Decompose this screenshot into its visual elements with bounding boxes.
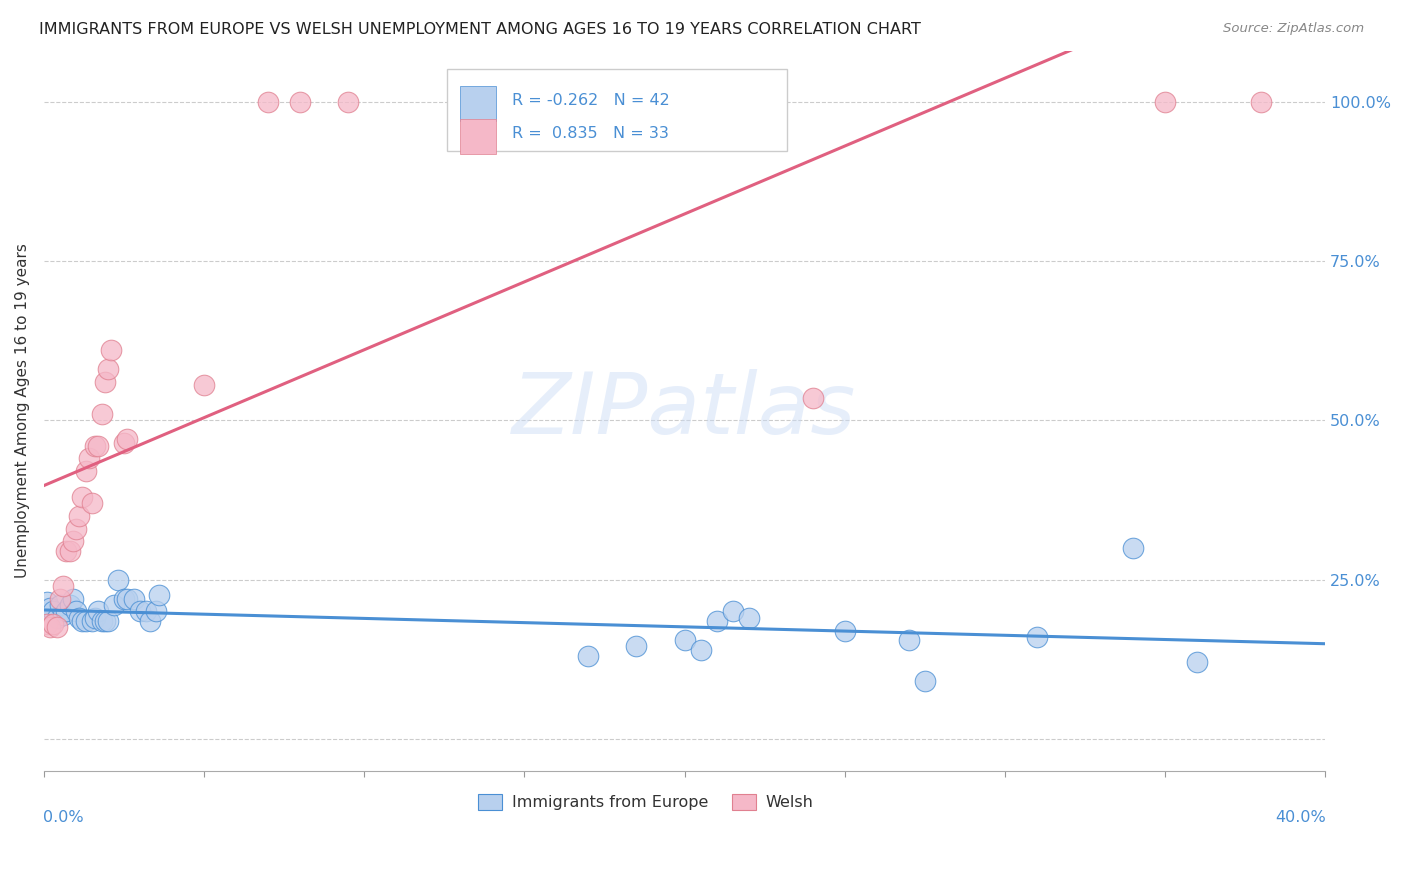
Point	[77, 451, 100, 466]
Point	[449, 95, 471, 109]
Point	[337, 95, 360, 109]
Point	[1122, 541, 1144, 555]
Point	[112, 591, 135, 606]
Point	[39, 620, 62, 634]
Point	[49, 591, 72, 606]
Point	[801, 391, 824, 405]
Point	[138, 614, 160, 628]
Text: 40.0%: 40.0%	[1275, 810, 1326, 825]
Point	[1185, 656, 1208, 670]
Point	[67, 508, 90, 523]
Point	[65, 522, 87, 536]
Point	[75, 614, 97, 628]
Point	[65, 604, 87, 618]
Point	[52, 579, 75, 593]
Point	[193, 378, 215, 392]
Point	[148, 589, 170, 603]
Point	[62, 591, 84, 606]
Point	[80, 496, 103, 510]
Text: R =  0.835   N = 33: R = 0.835 N = 33	[512, 126, 668, 141]
Point	[145, 604, 167, 618]
Point	[107, 573, 129, 587]
Point	[67, 611, 90, 625]
Y-axis label: Unemployment Among Ages 16 to 19 years: Unemployment Among Ages 16 to 19 years	[15, 244, 30, 578]
Point	[45, 620, 67, 634]
Point	[72, 490, 94, 504]
Text: 0.0%: 0.0%	[42, 810, 83, 825]
Text: R = -0.262   N = 42: R = -0.262 N = 42	[512, 93, 669, 108]
Point	[80, 614, 103, 628]
Point	[1025, 630, 1047, 644]
Point	[115, 591, 138, 606]
Point	[706, 95, 728, 109]
Point	[45, 611, 67, 625]
FancyBboxPatch shape	[460, 87, 496, 120]
Point	[673, 95, 696, 109]
Point	[35, 595, 58, 609]
Point	[42, 604, 65, 618]
FancyBboxPatch shape	[460, 120, 496, 153]
Point	[112, 435, 135, 450]
Point	[626, 640, 648, 654]
Point	[49, 598, 72, 612]
Point	[35, 617, 58, 632]
Point	[129, 604, 152, 618]
Point	[706, 614, 728, 628]
Point	[90, 614, 112, 628]
Point	[94, 375, 117, 389]
Point	[55, 604, 77, 618]
Point	[288, 95, 311, 109]
Point	[39, 601, 62, 615]
Point	[1154, 95, 1177, 109]
Point	[834, 624, 856, 638]
Point	[897, 633, 920, 648]
Point	[62, 534, 84, 549]
Point	[115, 433, 138, 447]
Point	[97, 614, 120, 628]
Point	[42, 617, 65, 632]
Point	[87, 439, 110, 453]
Point	[721, 604, 744, 618]
Point	[90, 407, 112, 421]
Point	[58, 544, 80, 558]
Point	[84, 439, 107, 453]
Point	[257, 95, 280, 109]
Point	[578, 648, 600, 663]
Point	[52, 607, 75, 622]
FancyBboxPatch shape	[447, 69, 787, 152]
Point	[58, 598, 80, 612]
Text: Source: ZipAtlas.com: Source: ZipAtlas.com	[1223, 22, 1364, 36]
Text: IMMIGRANTS FROM EUROPE VS WELSH UNEMPLOYMENT AMONG AGES 16 TO 19 YEARS CORRELATI: IMMIGRANTS FROM EUROPE VS WELSH UNEMPLOY…	[39, 22, 921, 37]
Point	[1250, 95, 1272, 109]
Legend: Immigrants from Europe, Welsh: Immigrants from Europe, Welsh	[472, 788, 820, 817]
Point	[135, 604, 157, 618]
Point	[689, 642, 711, 657]
Point	[914, 674, 936, 689]
Point	[87, 604, 110, 618]
Point	[103, 598, 125, 612]
Point	[55, 544, 77, 558]
Point	[72, 614, 94, 628]
Point	[100, 343, 122, 358]
Point	[84, 611, 107, 625]
Point	[75, 464, 97, 478]
Point	[94, 614, 117, 628]
Point	[122, 591, 145, 606]
Point	[97, 362, 120, 376]
Point	[673, 633, 696, 648]
Text: ZIPatlas: ZIPatlas	[512, 369, 856, 452]
Point	[737, 611, 759, 625]
